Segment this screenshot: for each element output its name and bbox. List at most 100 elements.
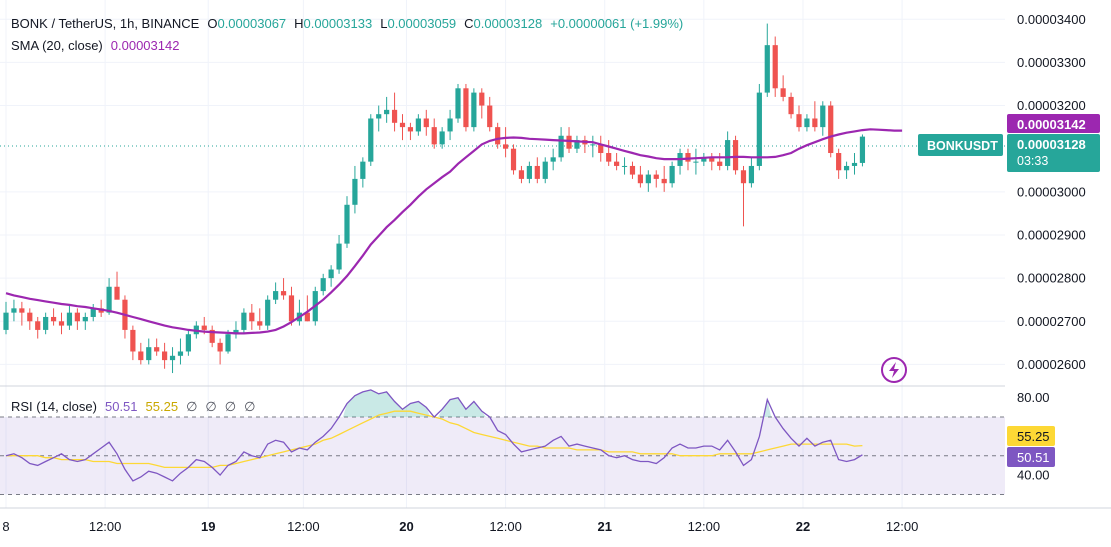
- candle-body: [423, 118, 429, 128]
- time-tick-label: 12:00: [89, 519, 122, 534]
- candle-body: [399, 122, 406, 128]
- candle-body: [439, 131, 445, 145]
- time-tick-label: 19: [201, 519, 215, 534]
- candle-body: [574, 140, 580, 149]
- candle-body: [90, 308, 96, 317]
- candle-body: [732, 140, 739, 171]
- candle-body: [217, 342, 223, 352]
- candle-body: [471, 92, 477, 128]
- lightning-icon[interactable]: [881, 357, 907, 383]
- rsi-band: [0, 417, 1005, 495]
- symbol-legend: BONK / TetherUS, 1h, BINANCE O0.00003067 H…: [11, 16, 683, 53]
- time-tick-label: 8: [2, 519, 9, 534]
- svg-text:0.00003142: 0.00003142: [1017, 117, 1086, 132]
- candle-body: [154, 347, 160, 352]
- candle-body: [209, 329, 215, 343]
- candle-body: [130, 329, 136, 352]
- candle-body: [257, 321, 263, 326]
- candle-body: [510, 148, 517, 171]
- candle-body: [526, 165, 532, 179]
- candle-body: [518, 170, 525, 179]
- candle-body: [836, 153, 842, 171]
- candle-body: [566, 135, 572, 149]
- candle-body: [225, 334, 231, 352]
- candle-body: [542, 161, 548, 179]
- candle-body: [74, 312, 80, 322]
- sma-value: 0.00003142: [111, 38, 180, 53]
- candle-body: [812, 118, 818, 128]
- candle-body: [391, 109, 398, 123]
- candle-body: [455, 88, 461, 119]
- candle-body: [701, 157, 707, 162]
- candle-body: [669, 165, 675, 184]
- candle-body: [685, 153, 691, 162]
- candle-body: [780, 88, 786, 97]
- candle-body: [407, 127, 414, 132]
- low-value: 0.00003059: [387, 16, 456, 31]
- candle-body: [249, 312, 255, 322]
- candle-body: [146, 347, 152, 361]
- candle-body: [590, 144, 596, 146]
- price-tick-label: 0.00003400: [1017, 12, 1086, 27]
- time-tick-label: 12:00: [886, 519, 919, 534]
- candle-body: [487, 105, 493, 128]
- candle-body: [384, 109, 390, 115]
- candle-body: [740, 170, 747, 184]
- candle-body: [820, 105, 826, 128]
- rsi-ma-tag: 55.25: [1007, 426, 1055, 446]
- candle-body: [114, 286, 120, 300]
- candle-body: [431, 127, 437, 145]
- rsi-ma-value: 55.25: [146, 399, 179, 414]
- candle-body: [534, 165, 540, 179]
- open-value: 0.00003067: [217, 16, 286, 31]
- candle-body: [11, 308, 17, 313]
- candles: [3, 23, 866, 374]
- candle-body: [463, 88, 469, 128]
- candle-body: [336, 243, 342, 270]
- candle-body: [233, 329, 239, 335]
- candle-body: [177, 351, 184, 356]
- candle-body: [201, 325, 207, 330]
- sma-price-tag: 0.00003142: [1007, 114, 1100, 133]
- candle-body: [50, 316, 57, 322]
- candle-body: [280, 291, 287, 296]
- candle-body: [169, 355, 176, 361]
- candle-body: [764, 45, 770, 93]
- rsi-value-tag: 50.51: [1007, 447, 1055, 467]
- price-tick-label: 0.00003000: [1017, 184, 1086, 199]
- candle-body: [693, 161, 699, 163]
- candle-body: [606, 153, 612, 162]
- price-tick-label: 0.00002600: [1017, 357, 1086, 372]
- close-value: 0.00003128: [474, 16, 543, 31]
- candle-body: [304, 312, 310, 322]
- candle-body: [138, 351, 144, 361]
- sma-line: [5, 128, 903, 335]
- candle-body: [376, 114, 382, 119]
- price-tick-label: 0.00003200: [1017, 98, 1086, 113]
- candle-body: [851, 162, 858, 166]
- candle-body: [621, 165, 628, 167]
- candle-body: [328, 269, 334, 279]
- candle-body: [614, 161, 620, 166]
- rsi-overbought-fill: [343, 389, 772, 417]
- svg-text:SMA (20, close)0.00003142: SMA (20, close) 0.00003142: [11, 38, 179, 53]
- rsi-line: [5, 389, 863, 482]
- time-tick-label: 21: [597, 519, 611, 534]
- rsi-axis: 80.00 40.00: [1017, 390, 1050, 482]
- rsi-value: 50.51: [105, 399, 138, 414]
- high-value: 0.00003133: [304, 16, 373, 31]
- time-tick-label: 12:00: [688, 519, 721, 534]
- rsi-tick-label: 80.00: [1017, 390, 1050, 405]
- candle-body: [859, 136, 866, 163]
- candle-body: [320, 278, 326, 292]
- candle-body: [661, 178, 667, 184]
- candle-body: [3, 312, 9, 330]
- candle-body: [796, 114, 802, 128]
- time-tick-label: 12:00: [489, 519, 522, 534]
- candle-body: [502, 144, 509, 149]
- symbol-title: BONK / TetherUS, 1h, BINANCE: [11, 16, 200, 31]
- time-axis: 8 12:00 19 12:00 20 12:00 21 12:00 22 12:00: [2, 519, 918, 534]
- candle-body: [360, 161, 366, 179]
- svg-text:BONKUSDT: BONKUSDT: [927, 139, 998, 153]
